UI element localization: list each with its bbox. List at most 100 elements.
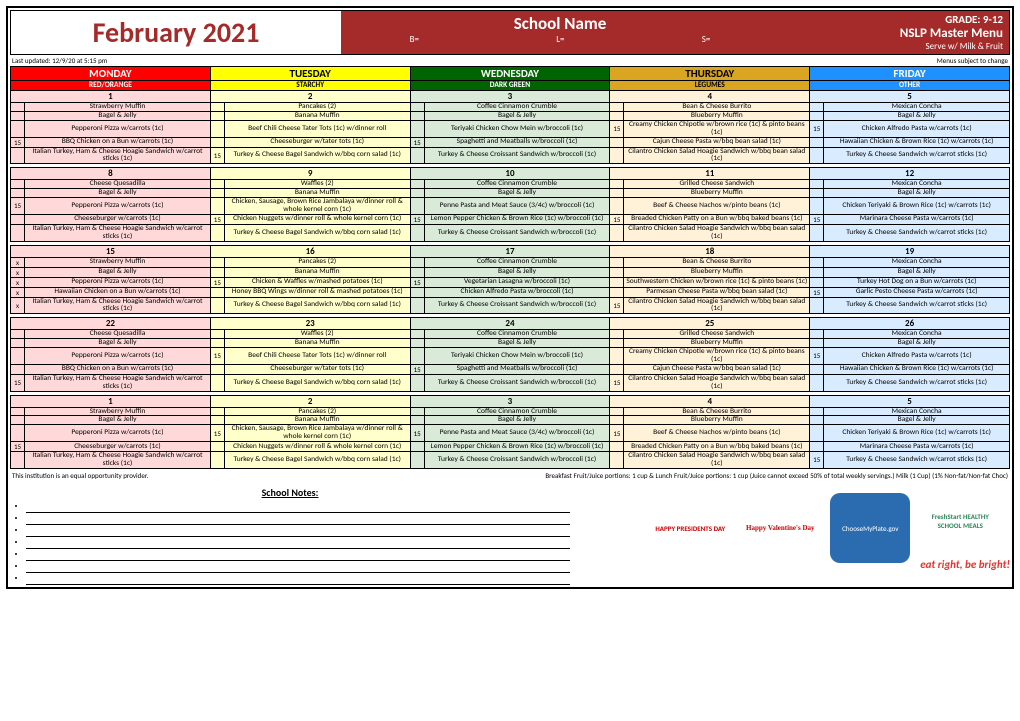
portion-code (610, 111, 624, 120)
school-name: School Name (341, 11, 779, 34)
portion-code: x (11, 277, 25, 287)
day-subheader: STARCHY (210, 81, 410, 91)
menu-item: Banana Muffin (224, 267, 410, 277)
portion-code (410, 257, 424, 267)
portion-code (610, 257, 624, 267)
portion-code: 15 (210, 277, 224, 287)
menu-item: Breaded Chicken Patty on a Bun w/bbq bak… (624, 214, 810, 224)
menu-item: Bagel & Jelly (824, 267, 1010, 277)
portion-code (210, 364, 224, 374)
menu-item: Chicken Teriyaki & Brown Rice (1c) w/car… (824, 425, 1010, 442)
menu-item: Pepperoni Pizza w/carrots (1c) (25, 198, 211, 215)
portion-code (610, 416, 624, 425)
menu-item: Cheeseburger w/tater tots (1c) (224, 137, 410, 147)
portion-code (610, 364, 624, 374)
portion-code (410, 374, 424, 391)
date-cell: 5 (810, 395, 1010, 407)
portion-code (11, 330, 25, 339)
menu-item: Honey BBQ Wings w/dinner roll & mashed p… (224, 287, 410, 297)
menu-item: Bagel & Jelly (824, 339, 1010, 348)
date-cell: 3 (410, 395, 610, 407)
portion-code: 15 (610, 297, 624, 314)
nslp-label: NSLP Master Menu (785, 26, 1003, 41)
menu-item: Hawaiian Chicken & Brown Rice (1c) w/car… (824, 137, 1010, 147)
portion-code (410, 330, 424, 339)
menu-item: Blueberry Muffin (624, 111, 810, 120)
portion-code (410, 224, 424, 241)
date-cell: 4 (610, 395, 810, 407)
menu-item: Bagel & Jelly (424, 189, 610, 198)
grade-label: GRADE: 9-12 (785, 13, 1003, 26)
portion-code: 15 (410, 214, 424, 224)
portion-code (610, 189, 624, 198)
date-cell: 25 (610, 318, 810, 330)
portion-code (11, 224, 25, 241)
menu-item: Teriyaki Chicken Chow Mein w/broccoli (1… (424, 120, 610, 137)
menu-item: Spaghetti and Meatballs w/broccoli (1c) (424, 364, 610, 374)
date-cell: 8 (11, 168, 211, 180)
portion-code (810, 147, 824, 164)
portion-code (210, 416, 224, 425)
portion-code (410, 267, 424, 277)
note-line (26, 573, 570, 585)
menu-item: Chicken Alfredo Pasta w/carrots (1c) (824, 120, 1010, 137)
portion-code (410, 416, 424, 425)
portion-code (210, 374, 224, 391)
portion-code (210, 339, 224, 348)
portion-code (11, 147, 25, 164)
menu-item: Hawaiian Chicken & Brown Rice (1c) w/car… (824, 364, 1010, 374)
note-line (26, 537, 570, 549)
menu-item: Creamy Chicken Chipotle w/brown rice (1c… (624, 348, 810, 365)
menu-item: Chicken Nuggets w/dinner roll & whole ke… (224, 214, 410, 224)
portion-code: 15 (410, 277, 424, 287)
portion-code: 15 (11, 137, 25, 147)
portion-code (810, 407, 824, 416)
portion-code: 15 (810, 120, 824, 137)
date-cell: 9 (210, 168, 410, 180)
portion-code: 15 (210, 214, 224, 224)
portion-code (210, 267, 224, 277)
portion-code (810, 277, 824, 287)
portion-code (410, 287, 424, 297)
portion-code: x (11, 257, 25, 267)
portion-code (210, 287, 224, 297)
note-line (26, 525, 570, 537)
portion-code (410, 452, 424, 469)
portion-code: x (11, 267, 25, 277)
menu-item: Italian Turkey, Ham & Cheese Hoagie Sand… (25, 374, 211, 391)
note-line (26, 561, 570, 573)
portion-code: x (11, 297, 25, 314)
menu-item: Bagel & Jelly (424, 339, 610, 348)
menu-item: Turkey Hot Dog on a Bun w/carrots (1c) (824, 277, 1010, 287)
portion-code (410, 189, 424, 198)
portion-code: 15 (810, 452, 824, 469)
portion-code (610, 330, 624, 339)
menu-item: Bagel & Jelly (25, 111, 211, 120)
portion-code (11, 214, 25, 224)
menu-item: Pepperoni Pizza w/carrots (1c) (25, 120, 211, 137)
date-cell: 4 (610, 91, 810, 103)
date-cell: 10 (410, 168, 610, 180)
portion-code (810, 224, 824, 241)
menu-table: MONDAYTUESDAYWEDNESDAYTHURSDAYFRIDAYRED/… (10, 66, 1010, 469)
portion-code (410, 180, 424, 189)
menu-item: Hawaiian Chicken on a Bun w/carrots (1c) (25, 287, 211, 297)
portion-code (11, 407, 25, 416)
menu-item: Italian Turkey, Ham & Cheese Hoagie Sand… (25, 147, 211, 164)
menu-item: Penne Pasta and Meat Sauce (3/4c) w/broc… (424, 198, 610, 215)
portion-code (11, 180, 25, 189)
date-cell: 3 (410, 91, 610, 103)
portion-code: 15 (410, 137, 424, 147)
menu-item: Pepperoni Pizza w/carrots (1c) (25, 348, 211, 365)
menu-item: Chicken Alfredo Pasta w/carrots (1c) (824, 348, 1010, 365)
menu-item: Cilantro Chicken Salad Hoagie Sandwich w… (624, 374, 810, 391)
portion-code (11, 416, 25, 425)
menu-item: Turkey & Cheese Croissant Sandwich w/bro… (424, 452, 610, 469)
menu-item: Marinara Cheese Pasta w/carrots (1c) (824, 442, 1010, 452)
day-header: FRIDAY (810, 67, 1010, 81)
portion-code (410, 339, 424, 348)
menu-disclaimer: Menus subject to change (937, 56, 1008, 65)
menu-item: Cilantro Chicken Salad Hoagie Sandwich w… (624, 297, 810, 314)
portion-code (210, 120, 224, 137)
portion-code (410, 297, 424, 314)
